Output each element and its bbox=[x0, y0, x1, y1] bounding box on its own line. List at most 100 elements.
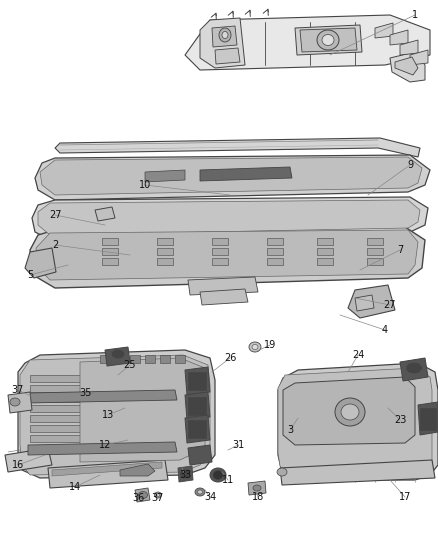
Ellipse shape bbox=[195, 488, 205, 496]
Bar bbox=[130, 355, 140, 363]
Ellipse shape bbox=[155, 492, 162, 498]
Polygon shape bbox=[355, 295, 374, 311]
Bar bbox=[30, 405, 100, 412]
Text: 18: 18 bbox=[252, 492, 264, 502]
Ellipse shape bbox=[180, 470, 190, 478]
Text: 19: 19 bbox=[264, 340, 276, 350]
Ellipse shape bbox=[156, 494, 160, 497]
Polygon shape bbox=[295, 25, 362, 55]
Text: 12: 12 bbox=[99, 440, 111, 450]
Polygon shape bbox=[185, 15, 430, 70]
Bar bbox=[145, 355, 155, 363]
Polygon shape bbox=[36, 230, 418, 280]
Polygon shape bbox=[55, 138, 420, 157]
Bar bbox=[100, 355, 110, 363]
Polygon shape bbox=[135, 488, 150, 502]
Bar bbox=[212, 258, 228, 265]
Text: 5: 5 bbox=[27, 270, 33, 280]
Polygon shape bbox=[185, 392, 210, 420]
Ellipse shape bbox=[210, 468, 226, 482]
Polygon shape bbox=[418, 402, 438, 435]
Polygon shape bbox=[25, 248, 56, 278]
Bar bbox=[30, 445, 100, 452]
Bar bbox=[188, 397, 206, 415]
Text: 1: 1 bbox=[412, 10, 418, 20]
Polygon shape bbox=[215, 48, 240, 64]
Polygon shape bbox=[248, 481, 266, 495]
Ellipse shape bbox=[213, 471, 223, 480]
Ellipse shape bbox=[341, 404, 359, 420]
Ellipse shape bbox=[252, 344, 258, 350]
Polygon shape bbox=[32, 197, 428, 242]
Polygon shape bbox=[5, 448, 52, 472]
Polygon shape bbox=[375, 23, 393, 38]
Text: 35: 35 bbox=[79, 388, 91, 398]
Polygon shape bbox=[35, 155, 430, 200]
Bar bbox=[367, 258, 383, 265]
Polygon shape bbox=[178, 466, 193, 482]
Bar bbox=[367, 248, 383, 255]
Text: 9: 9 bbox=[407, 160, 413, 170]
Polygon shape bbox=[200, 18, 245, 68]
Text: 25: 25 bbox=[124, 360, 136, 370]
Text: 34: 34 bbox=[204, 492, 216, 502]
Polygon shape bbox=[95, 207, 115, 221]
Polygon shape bbox=[390, 52, 425, 82]
Bar bbox=[317, 238, 333, 245]
Polygon shape bbox=[28, 442, 177, 455]
Bar bbox=[267, 258, 283, 265]
Polygon shape bbox=[18, 350, 215, 478]
Bar bbox=[188, 420, 206, 438]
Polygon shape bbox=[48, 460, 168, 488]
Bar bbox=[420, 408, 436, 430]
Bar bbox=[102, 248, 118, 255]
Text: 37: 37 bbox=[12, 385, 24, 395]
Text: 3: 3 bbox=[287, 425, 293, 435]
Bar bbox=[367, 238, 383, 245]
Polygon shape bbox=[200, 289, 248, 305]
Ellipse shape bbox=[249, 342, 261, 352]
Bar bbox=[212, 238, 228, 245]
Bar bbox=[175, 355, 185, 363]
Text: 37: 37 bbox=[152, 493, 164, 503]
Ellipse shape bbox=[10, 398, 20, 406]
Text: 14: 14 bbox=[69, 482, 81, 492]
Bar bbox=[30, 435, 100, 442]
Text: 2: 2 bbox=[52, 240, 58, 250]
Polygon shape bbox=[200, 167, 292, 181]
Polygon shape bbox=[390, 30, 408, 45]
Text: 13: 13 bbox=[102, 410, 114, 420]
Text: 27: 27 bbox=[384, 300, 396, 310]
Bar bbox=[317, 258, 333, 265]
Polygon shape bbox=[348, 285, 395, 318]
Polygon shape bbox=[278, 368, 432, 475]
Polygon shape bbox=[410, 50, 428, 65]
Bar bbox=[30, 425, 100, 432]
Polygon shape bbox=[52, 462, 162, 476]
Polygon shape bbox=[28, 390, 177, 403]
Ellipse shape bbox=[317, 30, 339, 50]
Ellipse shape bbox=[138, 491, 148, 498]
Bar bbox=[160, 355, 170, 363]
Ellipse shape bbox=[406, 363, 421, 373]
Bar bbox=[30, 375, 100, 382]
Text: 26: 26 bbox=[224, 353, 236, 363]
Polygon shape bbox=[145, 170, 185, 182]
Bar bbox=[30, 385, 100, 392]
Ellipse shape bbox=[222, 31, 228, 38]
Bar bbox=[157, 248, 173, 255]
Polygon shape bbox=[283, 377, 415, 445]
Polygon shape bbox=[278, 363, 438, 480]
Bar bbox=[267, 238, 283, 245]
Polygon shape bbox=[280, 460, 435, 485]
Polygon shape bbox=[38, 200, 420, 235]
Ellipse shape bbox=[198, 490, 202, 494]
Bar bbox=[317, 248, 333, 255]
Ellipse shape bbox=[335, 398, 365, 426]
Bar bbox=[212, 248, 228, 255]
Text: 11: 11 bbox=[222, 475, 234, 485]
Polygon shape bbox=[185, 367, 210, 395]
Ellipse shape bbox=[219, 28, 231, 42]
Bar bbox=[157, 238, 173, 245]
Polygon shape bbox=[30, 227, 425, 288]
